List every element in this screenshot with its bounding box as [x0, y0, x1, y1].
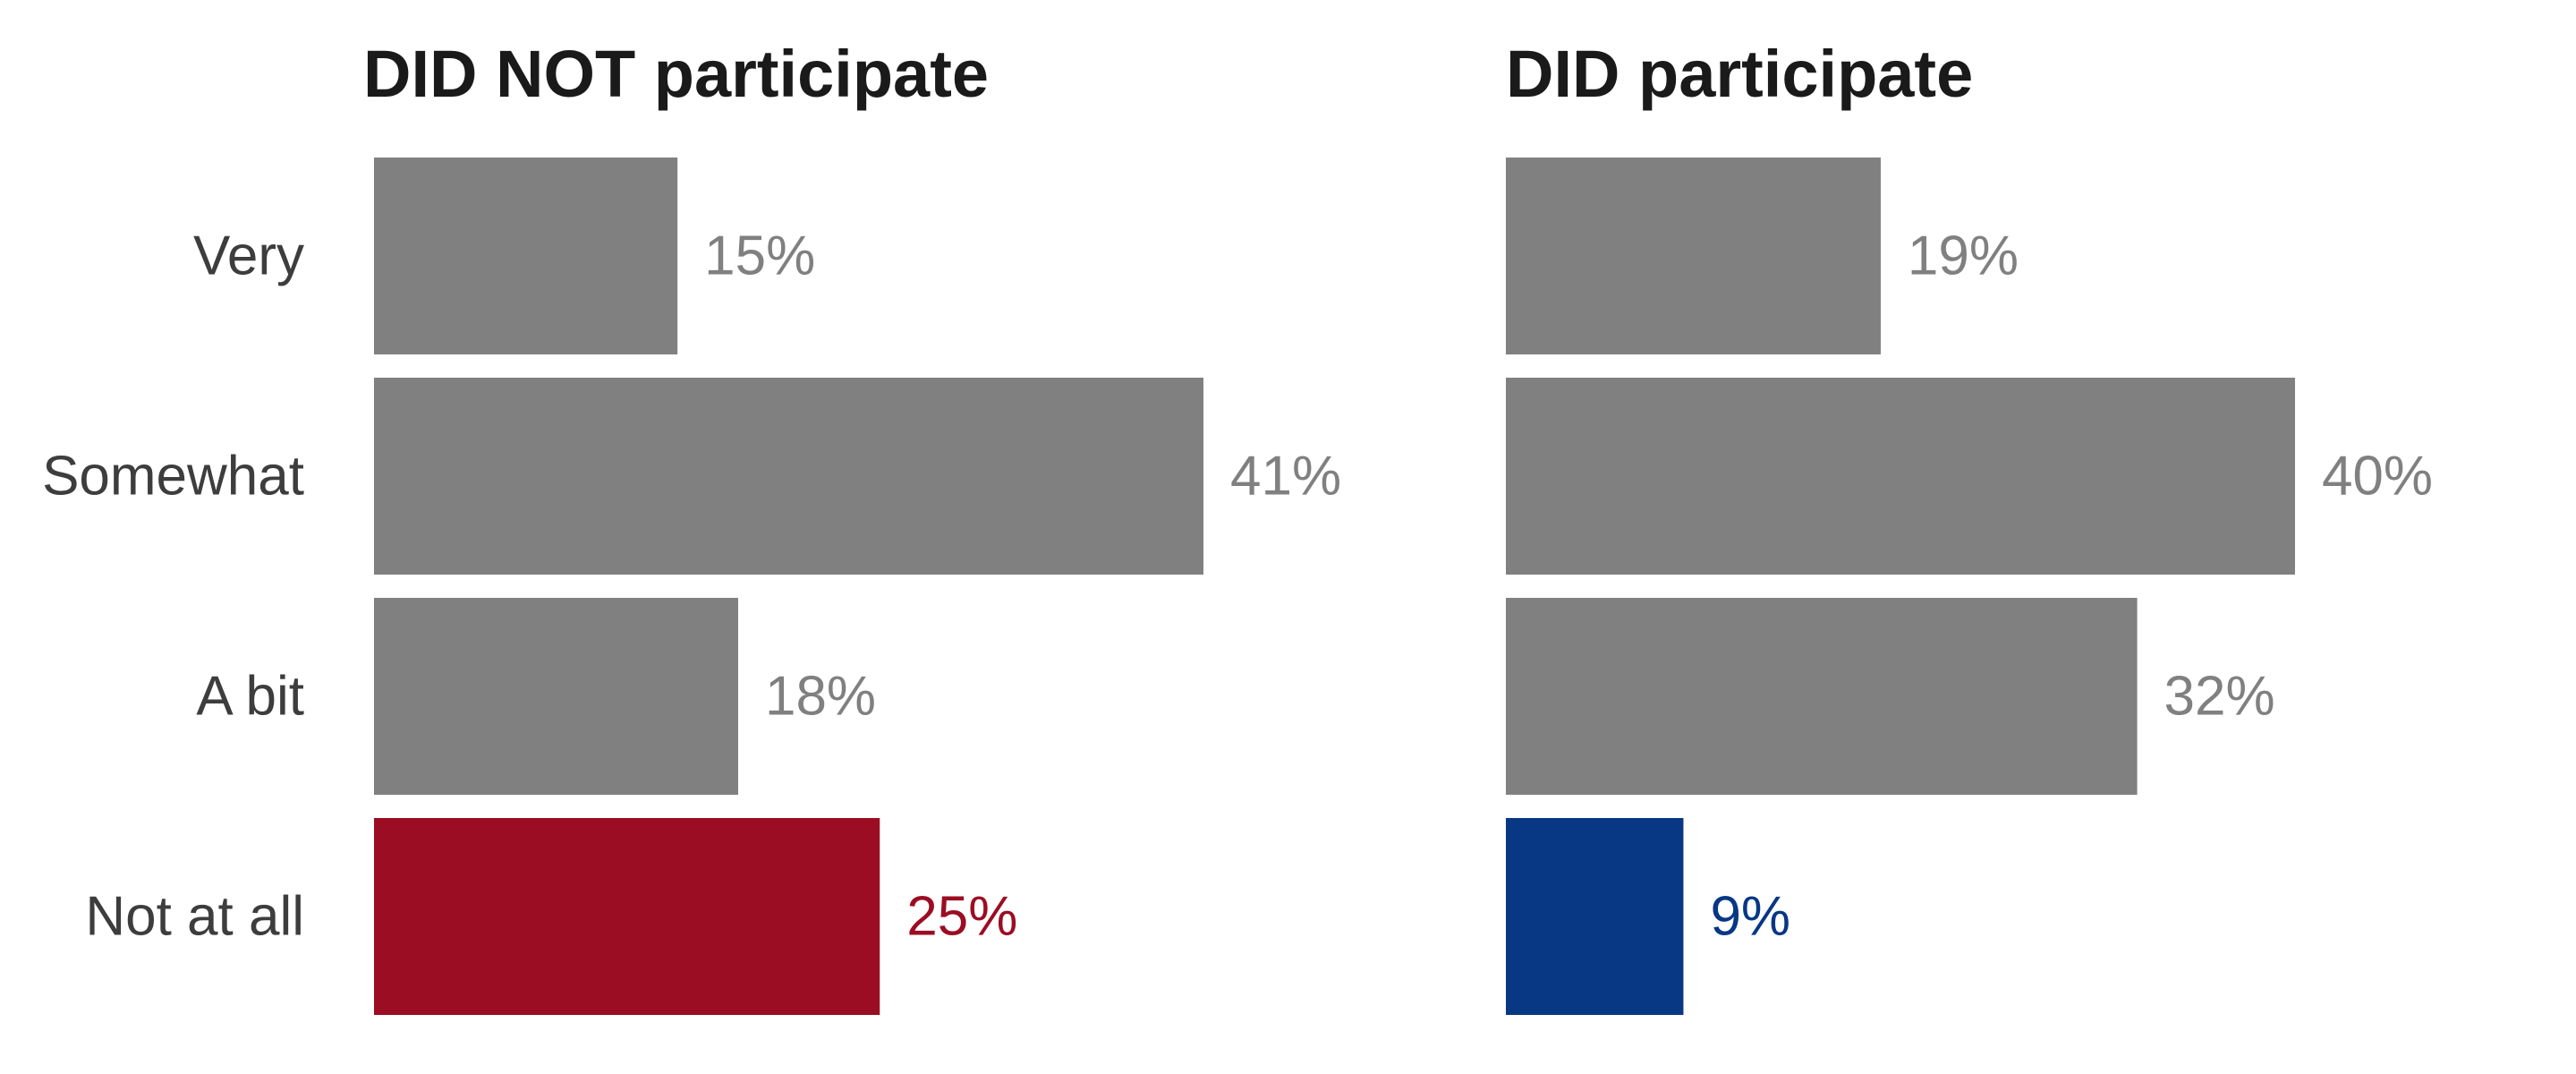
did-not-participate-bar — [374, 378, 1203, 575]
did-not-participate-bar — [374, 158, 678, 354]
did-participate-value-label: 32% — [2164, 666, 2275, 728]
did-not-participate-bar — [374, 598, 738, 795]
did-participate-panel-title: DID participate — [1506, 37, 1973, 111]
did-participate-bar — [1506, 598, 2138, 795]
did-participate-value-label: 19% — [1908, 226, 2019, 287]
category-label: A bit — [196, 666, 304, 728]
did-participate-bar — [1506, 378, 2295, 575]
did-participate-bar — [1506, 158, 1881, 354]
did-participate-value-label: 40% — [2322, 446, 2433, 507]
did-not-participate-value-label: 18% — [765, 666, 876, 728]
category-label: Not at all — [85, 886, 304, 948]
did-not-participate-value-label: 25% — [906, 886, 1017, 948]
did-not-participate-value-label: 15% — [704, 226, 815, 287]
did-not-participate-value-label: 41% — [1230, 446, 1341, 507]
category-label: Very — [193, 226, 304, 287]
did-participate-value-label: 9% — [1710, 886, 1790, 948]
category-label: Somewhat — [42, 446, 304, 507]
did-participate-bar — [1506, 818, 1684, 1015]
did-not-participate-bar — [374, 818, 880, 1015]
did-not-participate-panel-title: DID NOT participate — [363, 37, 989, 111]
